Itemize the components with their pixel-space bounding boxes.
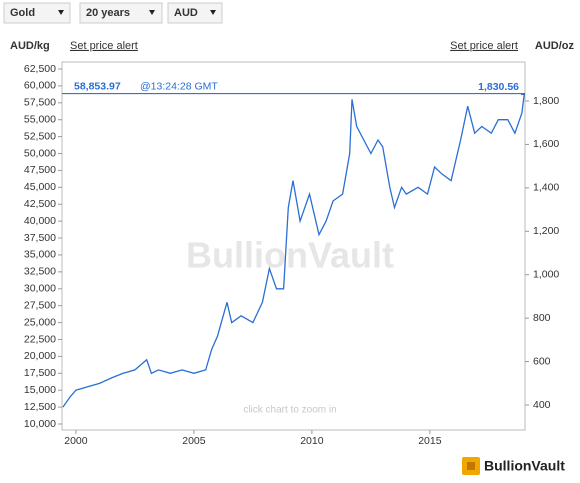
y-tick-label: 17,500 <box>24 367 56 379</box>
y-tick-label: 45,000 <box>24 181 56 193</box>
dropdown-label[interactable]: 20 years <box>86 7 130 19</box>
price-alert-link[interactable]: Set price alert <box>450 40 518 52</box>
dropdown[interactable]: AUD <box>167 2 223 24</box>
y-tick-label: 62,500 <box>24 63 56 75</box>
current-price-y2-label: 1,830.56 <box>478 81 519 93</box>
y-tick-label: 12,500 <box>24 401 56 413</box>
y2-tick-label: 800 <box>533 312 551 324</box>
watermark: BullionVault <box>186 235 394 276</box>
current-time-label: @13:24:28 GMT <box>140 80 218 92</box>
y2-tick-label: 1,000 <box>533 268 559 280</box>
price-alert-link[interactable]: Set price alert <box>70 40 138 52</box>
dropdown[interactable]: Gold <box>3 2 71 24</box>
y-tick-label: 32,500 <box>24 266 56 278</box>
y-tick-label: 40,000 <box>24 215 56 227</box>
y-tick-label: 52,500 <box>24 130 56 142</box>
x-tick-label: 2010 <box>300 435 324 447</box>
y-tick-label: 25,000 <box>24 316 56 328</box>
y2-tick-label: 400 <box>533 399 551 411</box>
plot-frame <box>61 61 526 431</box>
y-tick-label: 60,000 <box>24 80 56 92</box>
logo-text: BullionVault <box>484 458 565 474</box>
dropdown-label[interactable]: Gold <box>10 7 35 19</box>
dropdown-label[interactable]: AUD <box>174 7 198 19</box>
logo: BullionVault <box>462 457 565 475</box>
dropdown[interactable]: 20 years <box>79 2 163 24</box>
y2-tick-label: 1,400 <box>533 182 559 194</box>
y-tick-label: 15,000 <box>24 384 56 396</box>
y2-tick-label: 1,800 <box>533 95 559 107</box>
price-line <box>62 93 525 408</box>
y-tick-label: 55,000 <box>24 113 56 125</box>
y-tick-label: 20,000 <box>24 350 56 362</box>
y-tick-label: 22,500 <box>24 333 56 345</box>
y-tick-label: 10,000 <box>24 418 56 430</box>
current-price-label: 58,853.97 <box>74 80 121 92</box>
y2-axis-unit: AUD/oz <box>535 40 575 52</box>
y2-tick-label: 600 <box>533 355 551 367</box>
zoom-hint: click chart to zoom in <box>243 405 336 416</box>
y-tick-label: 57,500 <box>24 97 56 109</box>
y-axis-unit: AUD/kg <box>10 40 50 52</box>
x-tick-label: 2015 <box>418 435 442 447</box>
y-tick-label: 27,500 <box>24 299 56 311</box>
y-tick-label: 30,000 <box>24 283 56 295</box>
y-tick-label: 37,500 <box>24 232 56 244</box>
x-tick-label: 2000 <box>64 435 88 447</box>
y-tick-label: 35,000 <box>24 249 56 261</box>
y-tick-label: 47,500 <box>24 164 56 176</box>
y2-tick-label: 1,600 <box>533 138 559 150</box>
y-tick-label: 50,000 <box>24 147 56 159</box>
x-tick-label: 2005 <box>182 435 206 447</box>
y-tick-label: 42,500 <box>24 198 56 210</box>
y2-tick-label: 1,200 <box>533 225 559 237</box>
